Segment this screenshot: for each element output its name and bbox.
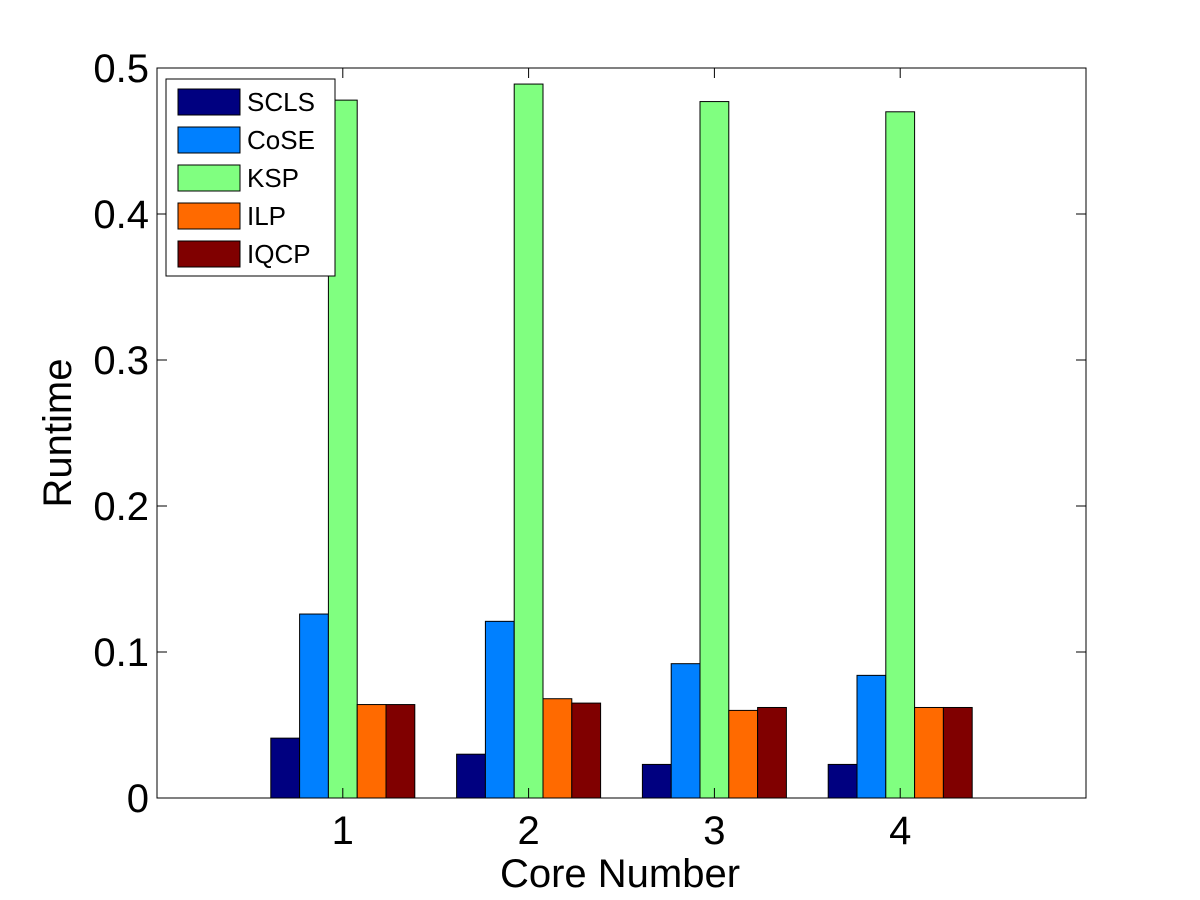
- legend-swatch-cose: [177, 126, 241, 154]
- x-tick-label: 3: [703, 809, 725, 853]
- bar-iqcp-core-4: [942, 706, 973, 799]
- bar-scls-core-2: [456, 753, 486, 799]
- y-axis-title: Runtime: [36, 359, 80, 508]
- legend-label-cose: CoSE: [247, 125, 315, 155]
- bar-scls-core-3: [641, 763, 672, 799]
- bar-cose-core-3: [670, 663, 701, 799]
- bar-ksp-core-3: [699, 101, 730, 799]
- legend: SCLS CoSE KSP ILP IQCP: [165, 78, 336, 277]
- bar-cose-core-2: [484, 620, 515, 799]
- bars-layer: [270, 83, 973, 799]
- y-tick-label: 0: [127, 777, 149, 821]
- bar-iqcp-core-3: [757, 706, 787, 799]
- y-tick-label: 0.1: [93, 631, 149, 675]
- bar-ilp-core-2: [542, 698, 573, 799]
- bar-scls-core-1: [270, 737, 301, 799]
- legend-label-ilp: ILP: [247, 201, 286, 231]
- x-axis-title: Core Number: [500, 852, 740, 896]
- bar-scls-core-4: [827, 763, 858, 799]
- x-tick-label: 1: [332, 809, 354, 853]
- legend-swatch-ilp: [177, 202, 241, 230]
- legend-swatch-iqcp: [177, 240, 241, 268]
- bar-ksp-core-2: [513, 83, 544, 799]
- bar-cose-core-1: [299, 613, 329, 799]
- x-tick-label: 2: [517, 809, 539, 853]
- bar-ksp-core-4: [885, 111, 916, 799]
- bar-cose-core-4: [856, 674, 887, 799]
- y-tick-label: 0.5: [93, 47, 149, 91]
- bar-ilp-core-3: [728, 709, 759, 799]
- legend-swatch-scls: [177, 88, 241, 116]
- y-tick-label: 0.3: [93, 339, 149, 383]
- plot-frame: [156, 67, 1087, 799]
- legend-label-ksp: KSP: [247, 163, 299, 193]
- bar-iqcp-core-1: [385, 704, 416, 799]
- legend-label-iqcp: IQCP: [247, 239, 311, 269]
- legend-entries: SCLS CoSE KSP ILP IQCP: [177, 87, 315, 269]
- bar-iqcp-core-2: [571, 702, 602, 799]
- bar-ilp-core-4: [914, 706, 944, 799]
- x-tick-label: 4: [889, 809, 911, 853]
- legend-label-scls: SCLS: [247, 87, 315, 117]
- legend-swatch-ksp: [177, 164, 241, 192]
- y-tick-label: 0.4: [93, 193, 149, 237]
- ticks-layer: 0 0.1 0.2 0.3 0.4 0.5 1 2 3 4: [93, 47, 1086, 853]
- y-tick-label: 0.2: [93, 485, 149, 529]
- bar-ilp-core-1: [356, 704, 387, 799]
